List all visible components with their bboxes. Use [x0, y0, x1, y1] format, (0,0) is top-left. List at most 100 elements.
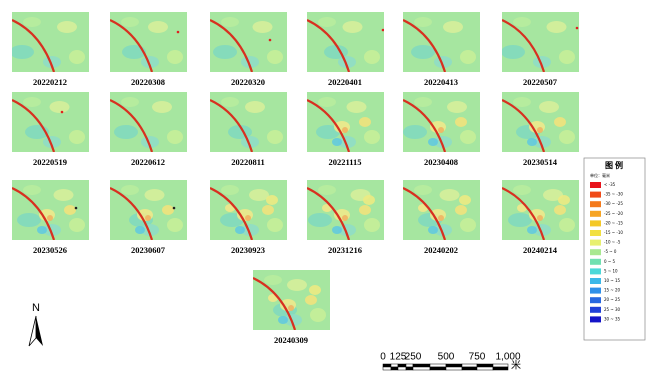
panel-label: 20230607 — [131, 245, 166, 255]
deformation-blob — [438, 127, 444, 133]
deformation-blob — [287, 279, 307, 291]
deformation-blob — [513, 17, 531, 27]
legend-unit: 单位：毫米 — [590, 172, 610, 178]
scale-segment — [430, 367, 446, 370]
deformation-blob — [235, 226, 245, 234]
scale-label: 500 — [438, 352, 455, 363]
panel-label: 20220507 — [523, 77, 558, 87]
panel: 20240309 — [253, 270, 330, 345]
legend-label: 0 ~ 5 — [604, 259, 615, 264]
deformation-map — [210, 180, 287, 240]
legend-label: 5 ~ 10 — [604, 268, 618, 273]
deformation-blob — [267, 218, 283, 232]
deformation-blob — [221, 97, 239, 107]
deformation-blob — [308, 213, 332, 227]
legend-label: -15 ~ -10 — [604, 230, 623, 235]
panel-label: 20220401 — [328, 77, 362, 87]
hotspot — [61, 111, 64, 114]
deformation-blob — [162, 205, 174, 215]
arrow-right — [36, 316, 43, 346]
legend-label: -20 ~ -15 — [604, 220, 623, 225]
legend-label: -30 ~ -25 — [604, 201, 623, 206]
deformation-blob — [460, 130, 476, 144]
deformation-blob — [278, 316, 288, 324]
scale-segment — [398, 364, 406, 367]
legend-label: -5 ~ 0 — [604, 249, 617, 254]
scale-segment — [406, 367, 413, 370]
deformation-map — [307, 180, 384, 240]
panel-label: 20240214 — [523, 245, 558, 255]
deformation-blob — [23, 185, 41, 195]
legend-swatch — [590, 297, 601, 303]
scale-segment — [413, 367, 430, 370]
panel-label: 20220212 — [33, 77, 67, 87]
panel-label: 20220413 — [424, 77, 458, 87]
panel: 20220519 — [12, 92, 89, 167]
panel-label: 20240309 — [274, 335, 308, 345]
deformation-blob — [121, 97, 139, 107]
deformation-map — [110, 12, 187, 72]
deformation-blob — [411, 45, 435, 59]
deformation-blob — [266, 195, 278, 205]
panel: 20230607 — [110, 180, 187, 255]
deformation-blob — [359, 205, 371, 215]
legend-label: -25 ~ -20 — [604, 211, 623, 216]
deformation-map — [12, 92, 89, 152]
panel: 20220401 — [307, 12, 384, 87]
deformation-blob — [414, 17, 432, 27]
legend-label: -10 ~ -5 — [604, 240, 621, 245]
deformation-blob — [318, 17, 336, 27]
legend-label: 25 ~ 30 — [604, 307, 621, 312]
panel-label: 20240202 — [424, 245, 458, 255]
scale-label: 0 — [380, 352, 386, 363]
hotspot — [382, 29, 385, 32]
panel: 20240202 — [403, 180, 480, 255]
legend-swatch — [590, 268, 601, 274]
deformation-blob — [23, 97, 41, 107]
deformation-blob — [167, 50, 183, 64]
scale-segment — [446, 367, 462, 370]
deformation-blob — [537, 215, 543, 221]
legend-swatch — [590, 220, 601, 226]
panel: 20240214 — [502, 180, 579, 255]
deformation-blob — [114, 125, 138, 139]
deformation-blob — [221, 185, 239, 195]
legend: 图 例 单位：毫米 < -35-35 ~ -30-30 ~ -25-25 ~ -… — [584, 158, 645, 340]
deformation-blob — [121, 185, 139, 195]
figure: 2022021220220308202203202022040120220413… — [0, 0, 649, 372]
scale-segment — [462, 364, 477, 367]
hotspot — [269, 39, 272, 42]
north-arrow: N — [29, 302, 43, 346]
legend-label: 15 ~ 20 — [604, 288, 621, 293]
deformation-blob — [347, 101, 367, 113]
panel-label: 20230526 — [33, 245, 67, 255]
legend-swatch — [590, 249, 601, 255]
deformation-blob — [332, 226, 342, 234]
deformation-blob — [47, 215, 53, 221]
deformation-blob — [305, 295, 317, 305]
deformation-map — [307, 92, 384, 152]
deformation-blob — [23, 17, 41, 27]
legend-title: 图 例 — [605, 160, 623, 170]
deformation-blob — [245, 215, 251, 221]
panel: 20220612 — [110, 92, 187, 167]
deformation-blob — [414, 97, 432, 107]
scale-segment — [493, 364, 508, 367]
deformation-map — [10, 12, 89, 72]
deformation-map — [210, 92, 287, 152]
deformation-map — [403, 92, 480, 152]
deformation-blob — [559, 130, 575, 144]
deformation-blob — [318, 185, 336, 195]
legend-label: 20 ~ 25 — [604, 297, 621, 302]
panel-label: 20220519 — [33, 157, 67, 167]
panel-label: 20230923 — [231, 245, 265, 255]
deformation-map — [307, 12, 384, 72]
deformation-blob — [364, 130, 380, 144]
panel: 20230923 — [210, 180, 287, 255]
deformation-map — [110, 92, 187, 152]
legend-label: 30 ~ 35 — [604, 316, 621, 321]
deformation-blob — [460, 218, 476, 232]
panel: 20220507 — [501, 12, 579, 87]
deformation-blob — [264, 275, 282, 285]
